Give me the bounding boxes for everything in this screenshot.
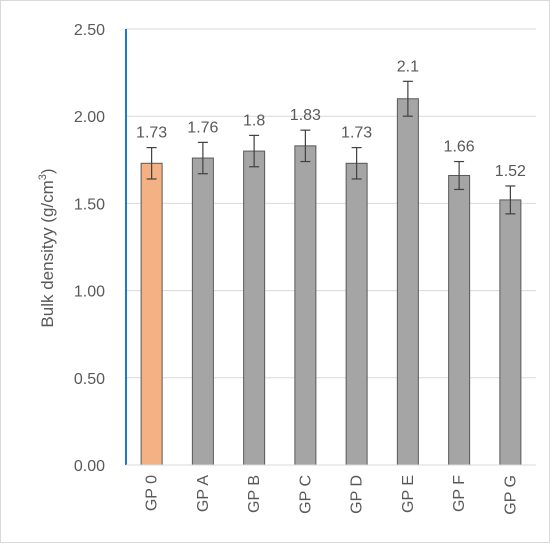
y-axis-title-close: ) — [38, 168, 57, 174]
x-tick-label: GP D — [349, 475, 366, 514]
error-bar — [146, 146, 157, 180]
gridlines — [126, 28, 536, 379]
error-bar — [197, 141, 208, 175]
x-tick-label: GP C — [297, 475, 314, 514]
error-bar — [402, 80, 413, 117]
error-bars — [146, 80, 516, 215]
bar — [345, 162, 368, 466]
data-labels: 1.73 1.76 1.8 1.83 1.73 2.1 1.66 1.52 — [136, 58, 526, 180]
bar — [140, 162, 163, 466]
error-bar — [454, 160, 465, 191]
data-label: 2.1 — [397, 58, 419, 75]
y-tick-label: 2.50 — [74, 22, 105, 39]
y-axis-title-text: Bulk densityy (g/cm — [38, 180, 57, 327]
y-tick-label: 1.00 — [74, 284, 105, 301]
y-tick-label: 2.00 — [74, 109, 105, 126]
bar — [191, 157, 214, 466]
x-tick-label: GP 0 — [144, 475, 161, 511]
x-tick-label: GP B — [246, 475, 263, 513]
y-tick-label: 1.50 — [74, 196, 105, 213]
data-label: 1.8 — [243, 112, 265, 129]
data-label: 1.73 — [341, 125, 372, 142]
error-bar — [351, 146, 362, 180]
data-label: 1.76 — [187, 119, 218, 136]
bar — [448, 174, 471, 466]
x-axis-tick-labels: GP 0 GP A GP B GP C GP D GP E GP F GP G — [144, 475, 520, 515]
data-label: 1.52 — [495, 163, 526, 180]
data-label: 1.83 — [290, 107, 321, 124]
data-label: 1.73 — [136, 125, 167, 142]
x-tick-label: GP E — [400, 475, 417, 513]
x-tick-label: GP A — [195, 475, 212, 512]
error-bar — [300, 129, 311, 163]
y-axis-title: Bulk densityy (g/cm3) — [37, 168, 57, 327]
y-axis-tick-labels: 0.00 0.50 1.00 1.50 2.00 2.50 — [74, 22, 105, 475]
error-bar — [249, 134, 260, 168]
error-bar — [505, 185, 516, 215]
bar — [243, 150, 266, 466]
data-label: 1.66 — [444, 139, 475, 156]
y-tick-label: 0.00 — [74, 458, 105, 475]
y-axis-title-superscript: 3 — [37, 174, 49, 180]
y-tick-label: 0.50 — [74, 371, 105, 388]
bar — [396, 98, 419, 466]
bar — [294, 145, 317, 466]
x-tick-label: GP F — [451, 475, 468, 512]
x-tick-label: GP G — [502, 475, 519, 515]
bar — [499, 199, 522, 466]
